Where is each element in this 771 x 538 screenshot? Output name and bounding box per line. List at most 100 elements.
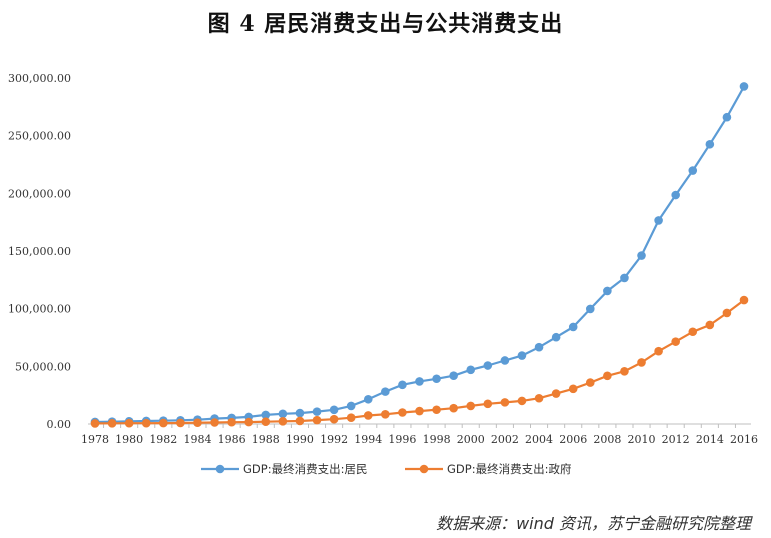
data-point — [654, 216, 663, 225]
data-point — [671, 337, 680, 346]
data-point — [466, 401, 476, 411]
data-point — [449, 403, 458, 413]
series-layer — [90, 82, 749, 428]
data-point — [432, 405, 441, 415]
data-point — [278, 416, 288, 426]
data-point — [585, 304, 595, 314]
data-point — [90, 419, 100, 428]
x-tick-label: 2004 — [525, 433, 553, 446]
legend-item: GDP:最终消费支出:政府 — [405, 462, 571, 476]
data-point — [517, 351, 527, 360]
y-tick-label: 100,000.00 — [8, 303, 71, 316]
data-point — [346, 401, 356, 411]
y-axis: 0.00 50,000.00 100,000.00 150,000.00 200,000… — [8, 72, 71, 431]
x-tick-label: 2008 — [593, 433, 621, 446]
x-tick-label: 2010 — [628, 433, 656, 446]
data-point — [483, 361, 493, 370]
x-tick-label: 1978 — [81, 433, 109, 446]
data-point — [295, 416, 305, 426]
legend-label: GDP:最终消费支出:居民 — [243, 462, 367, 476]
data-point — [278, 409, 288, 419]
data-point — [637, 251, 646, 260]
x-tick-label: 2016 — [730, 433, 758, 446]
data-point — [688, 166, 698, 175]
y-tick-label: 250,000.00 — [8, 130, 71, 143]
x-tick-label: 2000 — [457, 433, 485, 446]
x-tick-label: 2012 — [662, 433, 690, 446]
data-point — [568, 322, 578, 332]
x-tick-label: 2006 — [559, 433, 587, 446]
data-point — [141, 418, 151, 428]
x-tick-label: 1998 — [423, 433, 451, 446]
legend: GDP:最终消费支出:居民 GDP:最终消费支出:政府 — [201, 462, 571, 476]
data-point — [363, 411, 373, 420]
data-point — [346, 413, 356, 422]
data-point — [398, 408, 407, 417]
x-tick-label: 1980 — [115, 433, 143, 446]
series-line — [94, 299, 745, 425]
data-point — [193, 418, 202, 428]
data-point — [705, 320, 715, 330]
data-point — [551, 389, 561, 398]
y-tick-label: 50,000.00 — [15, 360, 71, 373]
y-tick-label: 0.00 — [47, 418, 72, 431]
data-point — [620, 273, 629, 283]
data-point — [227, 417, 236, 427]
data-point — [739, 82, 749, 91]
x-tick-label: 1992 — [320, 433, 348, 446]
data-point — [603, 371, 612, 381]
x-tick-label: 1984 — [183, 433, 211, 446]
y-tick-label: 300,000.00 — [8, 72, 71, 85]
data-point — [159, 418, 168, 428]
data-point — [261, 417, 271, 427]
data-point — [244, 417, 254, 427]
data-point — [176, 418, 185, 428]
x-tick-label: 1990 — [286, 433, 314, 446]
data-point — [603, 286, 612, 296]
data-point — [637, 358, 646, 367]
x-tick-label: 2014 — [696, 433, 724, 446]
series-line — [94, 85, 745, 424]
data-point — [654, 346, 663, 356]
legend-marker — [419, 464, 429, 474]
data-point — [688, 327, 698, 337]
data-point — [312, 407, 322, 416]
data-point — [705, 139, 715, 149]
data-point — [517, 396, 527, 406]
data-point — [620, 367, 629, 376]
data-point — [432, 374, 441, 384]
x-tick-label: 1982 — [149, 433, 177, 446]
data-point — [312, 415, 322, 425]
data-point — [534, 342, 544, 352]
data-point — [295, 408, 305, 418]
data-point — [585, 378, 595, 387]
x-tick-label: 1988 — [252, 433, 280, 446]
data-point — [671, 190, 680, 200]
legend-marker — [215, 464, 225, 474]
data-point — [210, 418, 219, 427]
data-point — [107, 418, 117, 428]
x-tick-label: 1996 — [388, 433, 416, 446]
data-point — [415, 377, 424, 386]
data-point — [329, 405, 339, 415]
data-point — [551, 332, 561, 342]
data-point — [466, 365, 476, 375]
data-point — [722, 112, 732, 122]
y-tick-label: 200,000.00 — [8, 187, 71, 200]
data-point — [381, 387, 390, 396]
data-point — [739, 295, 749, 305]
data-point — [329, 414, 339, 424]
x-tick-label: 2002 — [491, 433, 519, 446]
series-government — [90, 295, 749, 428]
source-note: 数据来源：wind 资讯，苏宁金融研究院整理 — [436, 514, 751, 533]
data-point — [261, 410, 271, 420]
data-point — [568, 384, 578, 394]
data-point — [415, 406, 424, 416]
chart-title: 图 4 居民消费支出与公共消费支出 — [207, 11, 564, 37]
data-point — [534, 393, 544, 403]
series-household — [90, 82, 749, 427]
data-point — [500, 398, 510, 407]
y-tick-label: 150,000.00 — [8, 245, 71, 258]
data-point — [363, 394, 373, 404]
